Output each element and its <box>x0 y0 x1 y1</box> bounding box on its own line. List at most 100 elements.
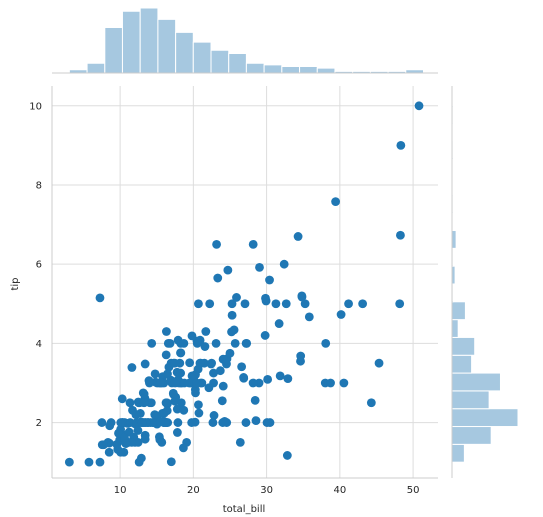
scatter-point <box>339 378 349 388</box>
scatter-point <box>326 378 335 388</box>
scatter-point <box>179 443 188 453</box>
scatter-point <box>275 371 285 381</box>
scatter-point <box>194 408 204 418</box>
scatter-point <box>304 312 314 322</box>
y-histogram-bar <box>451 372 501 392</box>
x-tick-label: 40 <box>333 485 346 496</box>
y-histogram-bar <box>451 301 466 321</box>
scatter-point <box>116 418 126 427</box>
scatter-point <box>297 292 307 302</box>
scatter-point <box>176 368 186 378</box>
x-tick-label: 50 <box>407 485 420 496</box>
scatter-point <box>64 457 74 467</box>
scatter-point <box>414 101 424 111</box>
x-histogram-bar <box>245 62 265 74</box>
scatter-point <box>274 319 284 328</box>
scatter-point <box>217 396 227 406</box>
x-histogram-bar <box>104 27 123 74</box>
scatter-point <box>212 239 221 249</box>
scatter-point <box>131 410 141 420</box>
scatter-point <box>148 418 158 427</box>
scatter-point <box>366 398 376 408</box>
scatter-point <box>127 363 137 372</box>
scatter-point <box>215 366 225 376</box>
scatter-point <box>240 299 250 309</box>
scatter-point <box>168 388 178 398</box>
scatter-point <box>155 417 165 427</box>
scatter-point <box>163 369 172 379</box>
scatter-point <box>358 299 368 309</box>
scatter-point <box>232 293 241 302</box>
scatter-point <box>237 362 247 372</box>
scatter-point <box>331 197 340 207</box>
scatter-point <box>250 395 260 405</box>
y-axis-label: tip <box>10 277 21 290</box>
y-tick-labels: 2 4 6 8 10 <box>29 101 42 429</box>
scatter-point <box>187 331 197 341</box>
scatter-point <box>200 342 210 351</box>
x-histogram-bar <box>121 10 141 74</box>
scatter-point <box>396 140 406 150</box>
y-tick-label: 2 <box>36 418 42 429</box>
x-histogram-bar <box>263 64 283 74</box>
y-histogram-bar <box>451 336 476 356</box>
scatter-point <box>227 327 236 337</box>
scatter-point <box>157 437 167 447</box>
scatter-point <box>227 299 237 309</box>
scatter-point <box>239 373 249 382</box>
scatter-point <box>336 310 346 319</box>
scatter-point <box>283 374 293 384</box>
scatter-point <box>206 359 216 369</box>
y-tick-label: 8 <box>36 180 42 191</box>
scatter-point <box>227 310 237 320</box>
scatter-point <box>173 428 182 437</box>
scatter-point <box>173 418 183 427</box>
scatter-point <box>84 457 94 467</box>
scatter-point <box>176 348 185 358</box>
x-tick-label: 20 <box>187 485 200 496</box>
scatter-point <box>133 426 143 435</box>
x-histogram-bar <box>175 31 194 74</box>
x-tick-label: 10 <box>114 485 127 496</box>
scatter-point <box>262 418 272 427</box>
scatter-point <box>162 406 172 416</box>
scatter-point <box>241 418 251 427</box>
y-histogram-bar <box>451 319 459 338</box>
x-histogram-bar <box>299 66 318 74</box>
y-histogram-bar <box>451 408 519 428</box>
scatter-point <box>265 275 274 285</box>
scatter-point <box>99 440 108 450</box>
scatter-point <box>163 338 173 348</box>
scatter-point <box>263 375 273 384</box>
y-tick-label: 6 <box>36 260 42 271</box>
x-histogram-bar <box>316 67 336 74</box>
scatter-point <box>140 359 150 369</box>
scatter-point <box>139 398 149 408</box>
scatter-point <box>321 338 331 348</box>
x-tick-labels: 10 20 30 40 50 <box>114 485 420 496</box>
scatter-point <box>296 351 306 361</box>
scatter-point <box>116 447 126 457</box>
scatter-point <box>230 338 240 348</box>
scatter-point <box>121 439 131 448</box>
scatter-point <box>282 451 292 460</box>
scatter-point <box>162 327 171 336</box>
scatter-point <box>260 331 270 340</box>
scatter-point <box>344 299 353 309</box>
scatter-point <box>140 434 150 444</box>
scatter-point <box>161 350 171 360</box>
y-tick-label: 10 <box>29 101 42 112</box>
scatter-point <box>137 418 147 427</box>
scatter-point <box>117 394 127 404</box>
y-histogram-bar <box>451 354 473 374</box>
x-histogram-bar <box>210 49 230 74</box>
scatter-point <box>208 418 218 427</box>
x-histogram-bar <box>281 66 301 74</box>
scatter-point <box>161 398 171 408</box>
x-histogram-bar <box>139 7 159 74</box>
scatter-point <box>150 369 160 379</box>
scatter-point <box>194 299 203 309</box>
scatter-point <box>204 383 214 393</box>
scatter-point <box>97 418 107 427</box>
scatter-point <box>190 385 200 395</box>
